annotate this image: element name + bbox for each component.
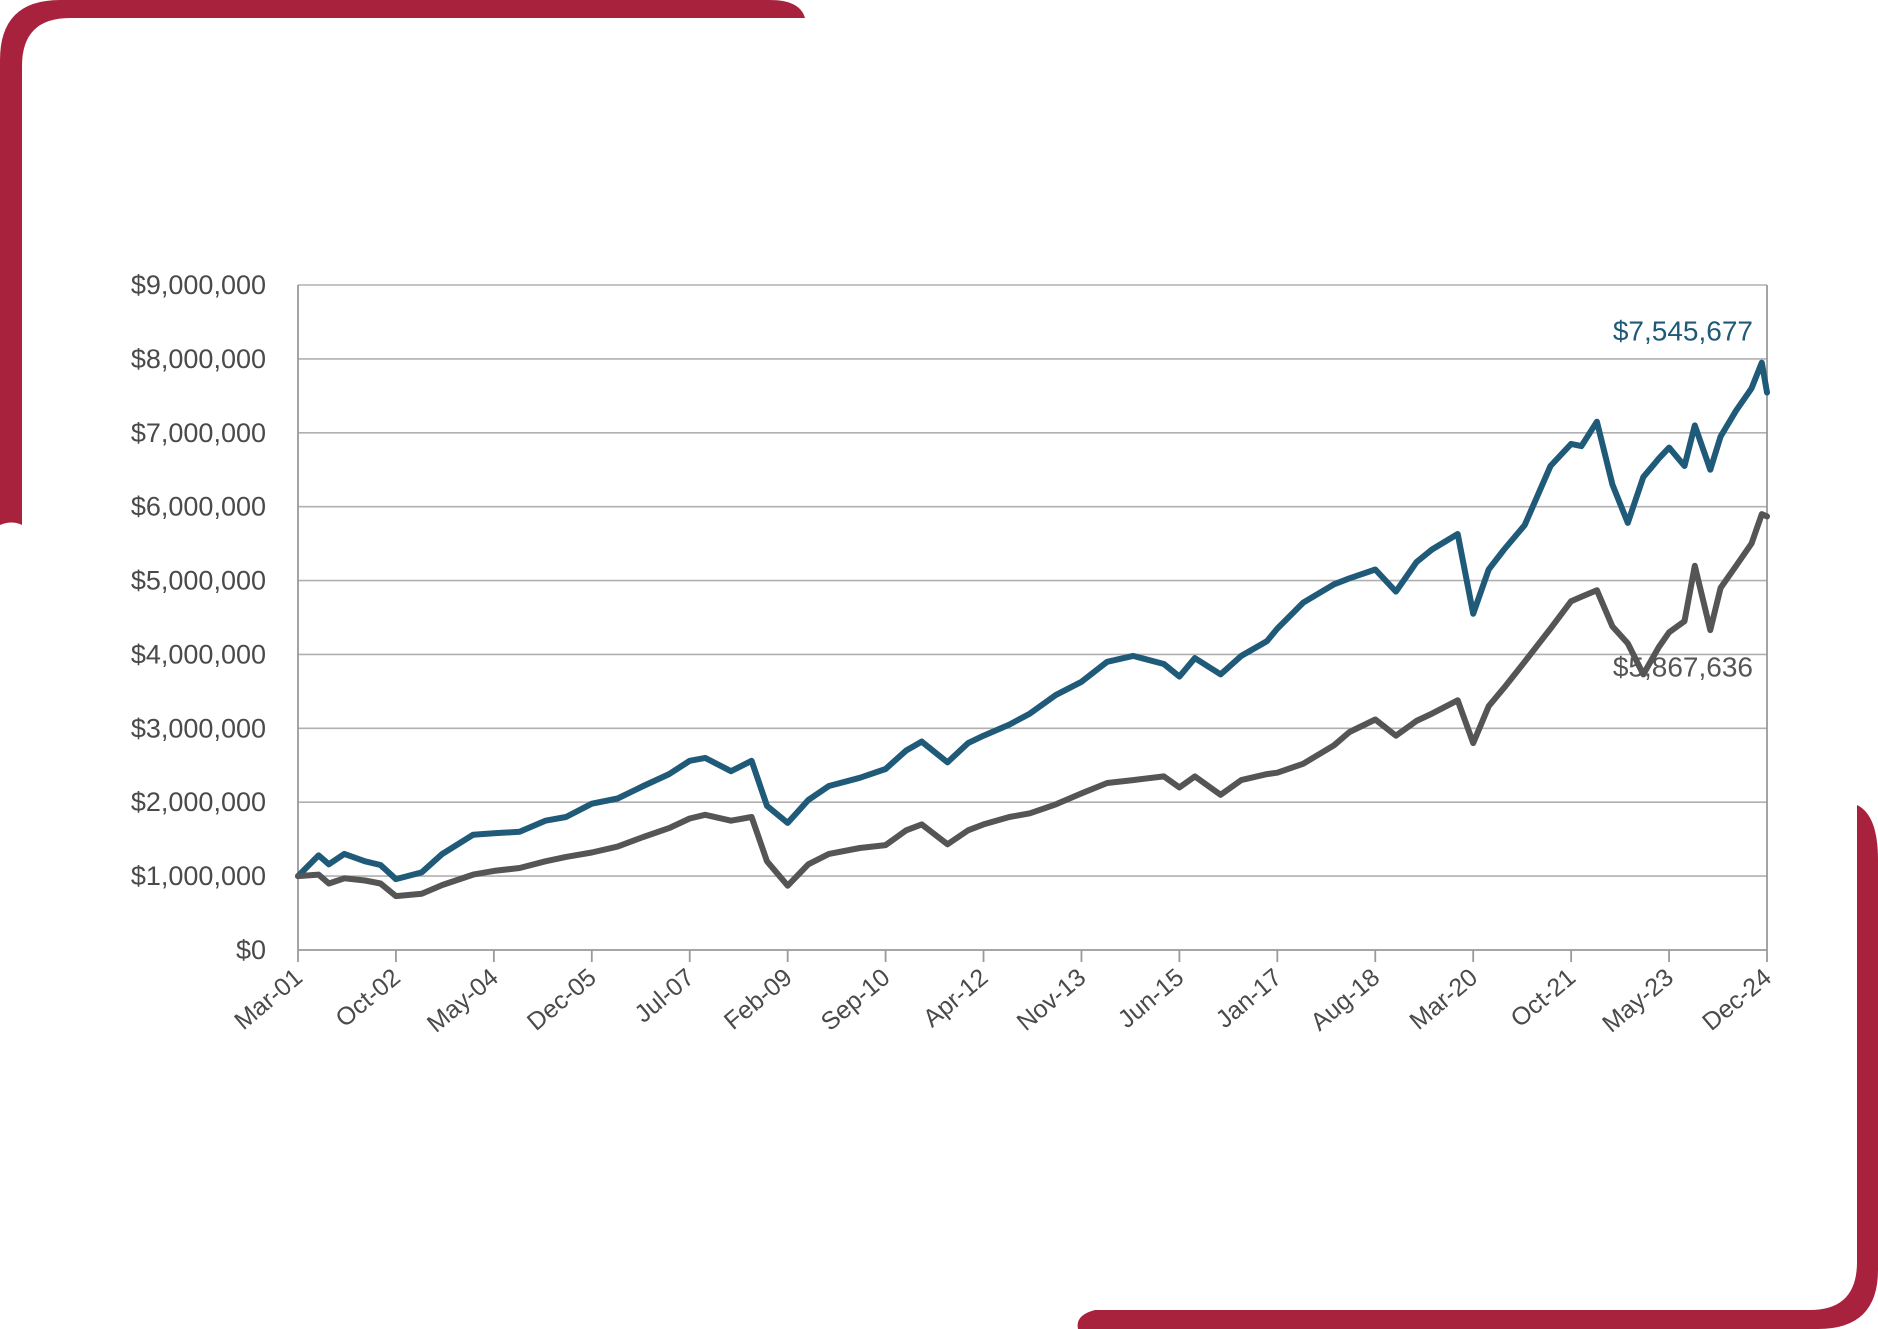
- y-tick-label: $7,000,000: [131, 418, 266, 448]
- y-tick-label: $8,000,000: [131, 344, 266, 374]
- x-tick-label: May-04: [422, 963, 504, 1038]
- series-lines: [295, 359, 1770, 900]
- y-tick-label: $0: [236, 935, 266, 965]
- y-tick-label: $5,000,000: [131, 566, 266, 596]
- end-value-labels: $7,545,677 $5,867,636: [1613, 315, 1753, 682]
- end-label-upper: $7,545,677: [1613, 315, 1753, 346]
- x-tick-label: Nov-13: [1012, 963, 1092, 1036]
- axes: [297, 285, 1768, 962]
- x-tick-label: Dec-24: [1697, 963, 1777, 1036]
- x-tick-label: Jan-17: [1211, 963, 1288, 1034]
- gridlines: [298, 284, 1767, 877]
- x-tick-label: Jun-15: [1113, 963, 1190, 1034]
- x-tick-label: Aug-18: [1305, 963, 1385, 1036]
- x-tick-label: Mar-01: [229, 963, 308, 1035]
- x-tick-label: Feb-09: [719, 963, 798, 1035]
- series-line-upper: [295, 359, 1770, 883]
- y-tick-label: $1,000,000: [131, 861, 266, 891]
- series-line-lower: [295, 511, 1770, 900]
- y-tick-label: $3,000,000: [131, 713, 266, 743]
- x-axis-tick-labels: Mar-01 Oct-02 May-04 Dec-05 Jul-07 Feb-09 Sep-…: [229, 963, 1777, 1038]
- x-tick-label: Oct-02: [330, 963, 405, 1033]
- x-tick-label: Jul-07: [629, 963, 699, 1028]
- y-tick-label: $6,000,000: [131, 492, 266, 522]
- x-tick-label: Dec-05: [522, 963, 602, 1036]
- end-label-lower: $5,867,636: [1613, 651, 1753, 682]
- y-tick-label: $4,000,000: [131, 639, 266, 669]
- x-tick-label: Oct-21: [1506, 963, 1581, 1033]
- y-tick-label: $9,000,000: [131, 270, 266, 300]
- x-tick-label: Mar-20: [1404, 963, 1483, 1035]
- x-tick-label: Apr-12: [918, 963, 993, 1033]
- x-tick-label: Sep-10: [816, 963, 896, 1036]
- y-axis-tick-labels: $0 $1,000,000 $2,000,000 $3,000,000 $4,000,0…: [131, 270, 266, 965]
- x-tick-label: May-23: [1597, 963, 1679, 1038]
- y-tick-label: $2,000,000: [131, 787, 266, 817]
